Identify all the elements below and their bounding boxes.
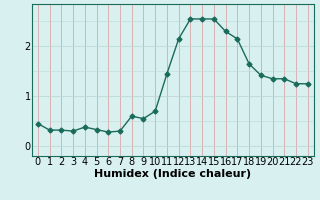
- X-axis label: Humidex (Indice chaleur): Humidex (Indice chaleur): [94, 169, 252, 179]
